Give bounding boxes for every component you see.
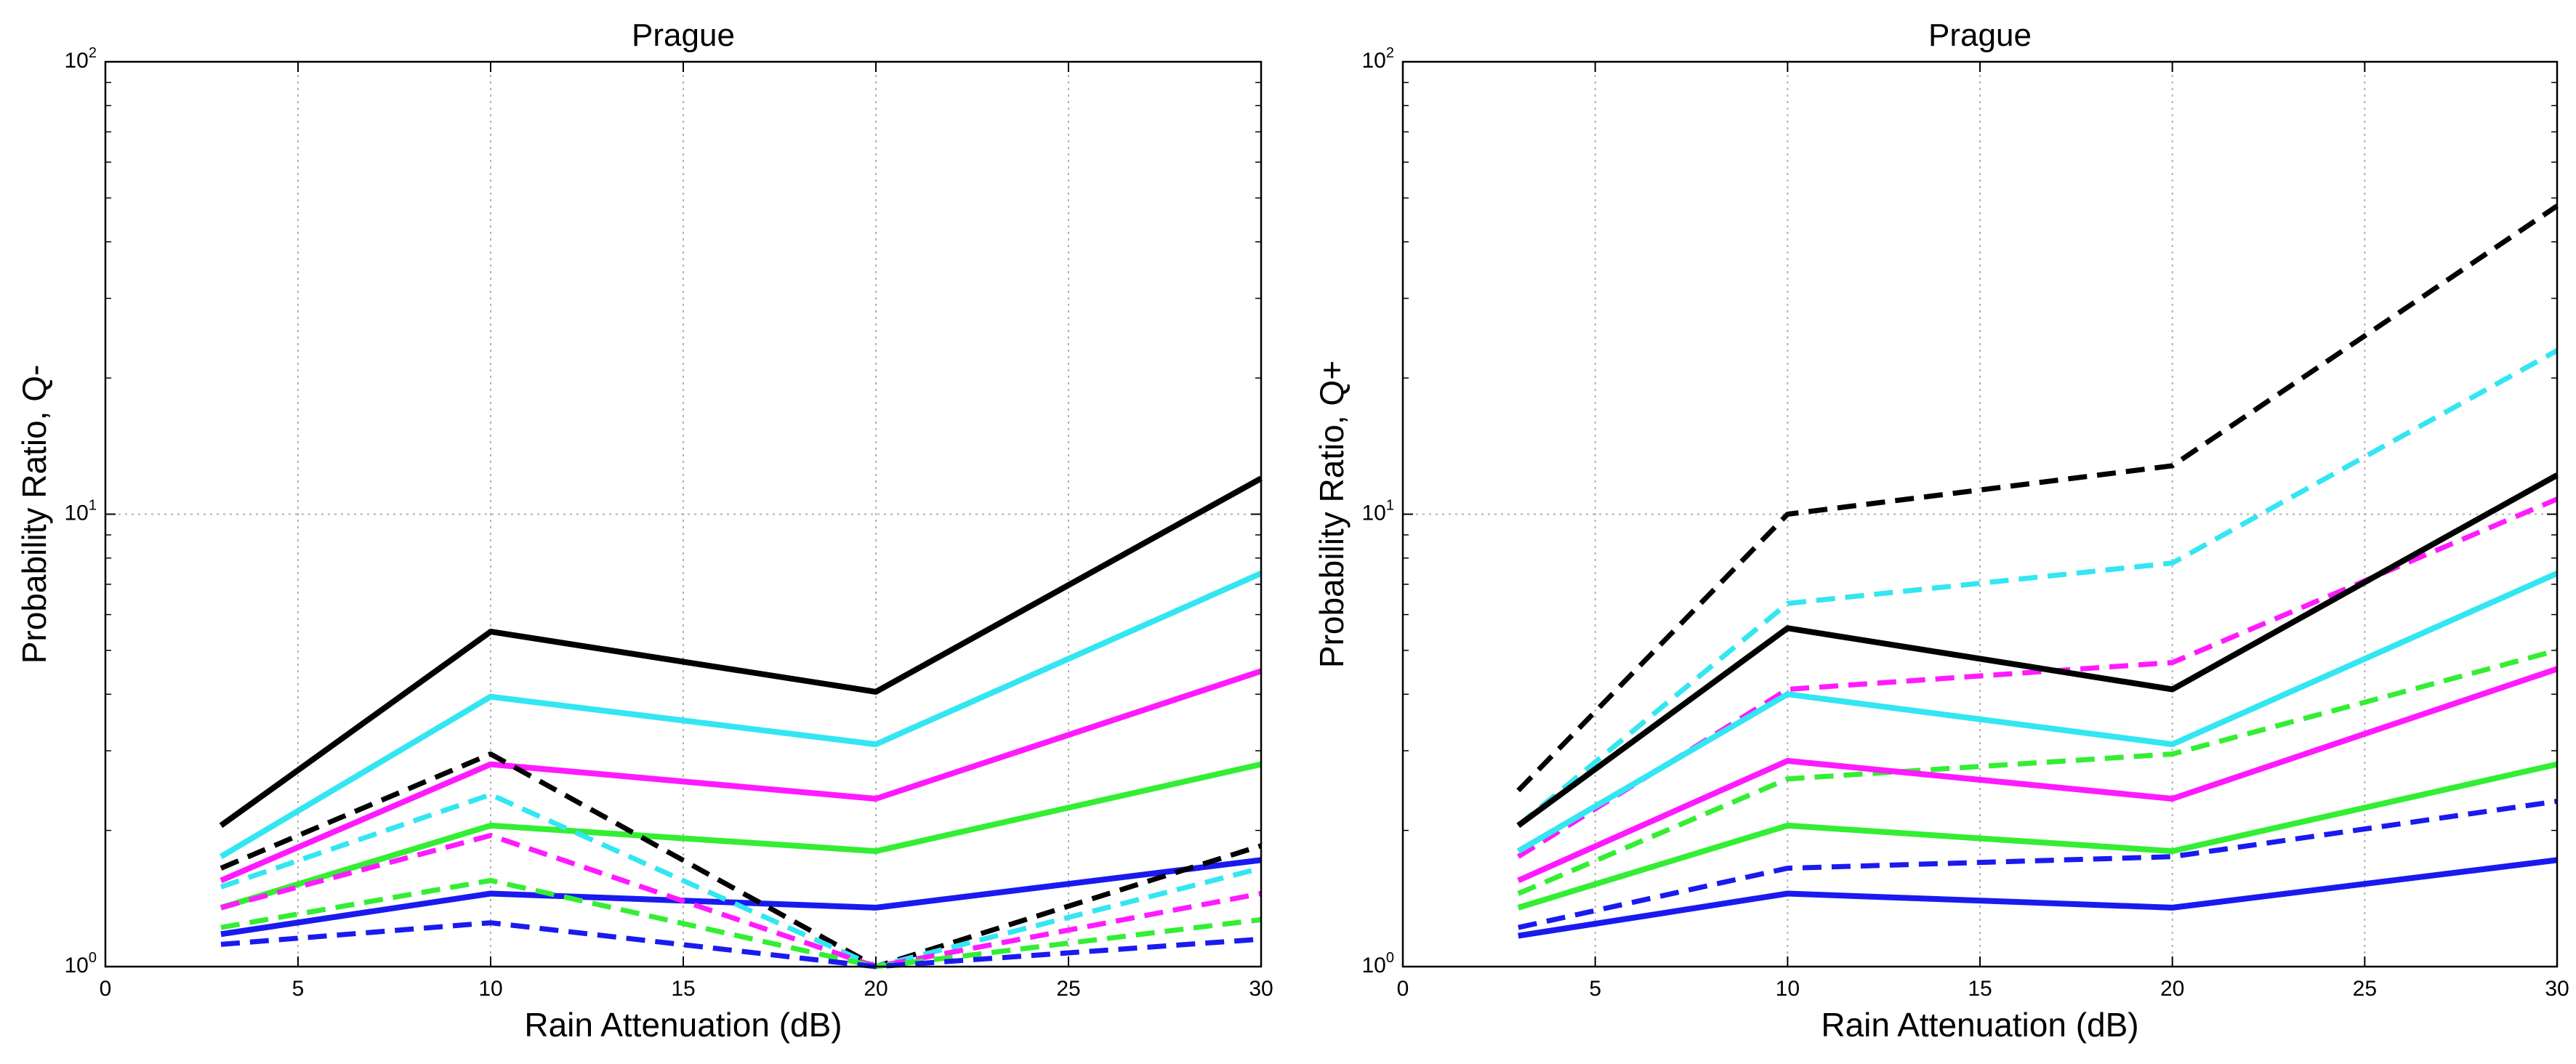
series-line-6 bbox=[1516, 571, 2559, 854]
x-tick-label: 5 bbox=[292, 977, 305, 1001]
x-tick-label: 15 bbox=[1968, 977, 1992, 1001]
x-tick-label: 0 bbox=[1397, 977, 1409, 1001]
x-tick-label: 10 bbox=[1776, 977, 1800, 1001]
series-line-5 bbox=[220, 751, 1263, 970]
series-line-6 bbox=[220, 791, 1262, 970]
series-line-9 bbox=[1518, 857, 2558, 939]
series-line-3 bbox=[220, 761, 1262, 911]
y-axis-label: Probability Ratio, Q- bbox=[15, 365, 53, 664]
y-tick-label: 102 bbox=[65, 45, 97, 73]
y-tick-label: 100 bbox=[65, 950, 97, 978]
series-line-1 bbox=[219, 571, 1263, 860]
series-line-8 bbox=[1517, 761, 2558, 911]
series-line-9 bbox=[220, 920, 1262, 970]
series-line-0 bbox=[1516, 203, 2559, 793]
chart-title: Prague bbox=[1928, 17, 2032, 53]
x-tick-label: 20 bbox=[864, 977, 887, 1001]
series-line-7 bbox=[220, 833, 1262, 970]
y-tick-label: 101 bbox=[1362, 498, 1395, 525]
y-axis-label: Probability Ratio, Q+ bbox=[1313, 360, 1351, 668]
x-tick-label: 25 bbox=[1056, 977, 1080, 1001]
y-tick-label: 102 bbox=[1362, 45, 1395, 73]
x-tick-label: 15 bbox=[671, 977, 695, 1001]
series-line-3 bbox=[1517, 648, 2558, 896]
series-line-1 bbox=[1516, 348, 2559, 828]
chart-panel-1: 0 5 10 15 20 25 30 100 101 102 Prague Rain Attenuat… bbox=[1313, 17, 2569, 1044]
x-axis-label: Rain Attenuation (dB) bbox=[1821, 1006, 2138, 1044]
series-line-0 bbox=[219, 475, 1263, 829]
chart-panel-0: 0 5 10 15 20 25 30 100 101 102 Prague Rain Attenuat… bbox=[15, 17, 1273, 1044]
x-axis-label: Rain Attenuation (dB) bbox=[524, 1006, 842, 1044]
x-tick-label: 0 bbox=[100, 977, 112, 1001]
x-tick-label: 20 bbox=[2160, 977, 2184, 1001]
series-line-2 bbox=[220, 668, 1263, 884]
x-tick-label: 30 bbox=[1249, 977, 1273, 1001]
series-line-8 bbox=[220, 878, 1262, 970]
series-line-7 bbox=[1517, 666, 2559, 884]
series-line-4 bbox=[1518, 799, 2558, 930]
y-tick-label: 100 bbox=[1362, 950, 1395, 978]
x-tick-label: 25 bbox=[2353, 977, 2377, 1001]
y-tick-label: 101 bbox=[65, 498, 97, 525]
chart-title: Prague bbox=[632, 17, 735, 53]
x-tick-label: 10 bbox=[478, 977, 502, 1001]
x-tick-label: 5 bbox=[1589, 977, 1601, 1001]
series-line-5 bbox=[1516, 472, 2559, 829]
x-tick-label: 30 bbox=[2545, 977, 2569, 1001]
